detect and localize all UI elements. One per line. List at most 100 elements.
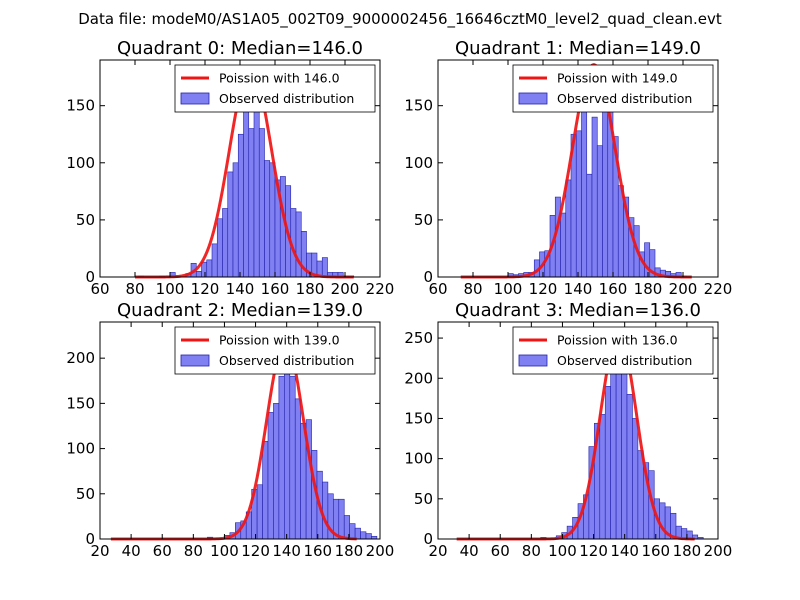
legend-label-observed: Observed distribution xyxy=(557,353,692,368)
x-tick-label: 100 xyxy=(156,280,185,298)
histogram-bar xyxy=(232,162,239,278)
histogram-bar xyxy=(591,116,598,278)
x-tick-label: 180 xyxy=(634,280,663,298)
histogram-bar xyxy=(237,133,244,278)
histogram-bar xyxy=(267,412,274,540)
subplot-title: Quadrant 2: Median=139.0 xyxy=(117,300,363,321)
legend-label-observed: Observed distribution xyxy=(557,91,692,106)
histogram-bar xyxy=(581,99,588,278)
x-tick-label: 100 xyxy=(548,542,577,560)
x-axis: 60 80 100 120 140 160 180 200 220 xyxy=(90,60,394,298)
x-tick-label: 180 xyxy=(673,542,702,560)
axes-frame xyxy=(99,321,381,540)
subplot-title: Quadrant 0: Median=146.0 xyxy=(117,38,363,59)
y-tick-label: 100 xyxy=(66,440,95,458)
legend-label-observed: Observed distribution xyxy=(219,353,354,368)
subplot-title: Quadrant 1: Median=149.0 xyxy=(455,38,701,59)
histogram-bar xyxy=(599,414,606,540)
legend-bar-swatch xyxy=(180,92,210,105)
x-tick-label: 60 xyxy=(491,542,510,560)
histogram-bar xyxy=(604,386,611,540)
x-axis: 20 40 60 80 100 120 140 160 180 200 xyxy=(428,322,732,560)
histogram-bar xyxy=(338,498,345,540)
y-tick-label: 100 xyxy=(404,154,433,172)
x-tick-label: 80 xyxy=(184,542,203,560)
y-tick-label: 0 xyxy=(423,530,433,548)
histogram-bar xyxy=(637,450,644,540)
x-tick-label: 160 xyxy=(261,280,290,298)
histogram-bar xyxy=(248,128,255,278)
x-axis: 60 80 100 120 140 160 180 200 220 xyxy=(428,60,732,298)
x-tick-label: 140 xyxy=(226,280,255,298)
histogram-bar xyxy=(211,243,218,278)
x-tick-label: 200 xyxy=(366,542,395,560)
x-tick-label: 20 xyxy=(428,542,447,560)
histogram-bar xyxy=(222,208,229,278)
legend-label-poisson: Poission with 136.0 xyxy=(557,333,678,348)
legend-bar-swatch xyxy=(518,92,548,105)
x-tick-label: 40 xyxy=(460,542,479,560)
histogram-bar xyxy=(201,261,208,278)
histogram-bar xyxy=(659,502,666,540)
x-tick-label: 80 xyxy=(463,280,482,298)
histogram-bar xyxy=(289,375,296,540)
legend: Poission with 149.0 Observed distribution xyxy=(512,64,714,113)
y-axis: 0 50 100 150 xyxy=(66,97,380,286)
y-tick-label: 0 xyxy=(85,268,95,286)
histogram-bar xyxy=(560,212,567,278)
y-axis: 0 50 100 150 200 xyxy=(66,349,380,548)
x-tick-label: 120 xyxy=(579,542,608,560)
x-tick-label: 40 xyxy=(122,542,141,560)
histogram-bar xyxy=(262,441,269,540)
histogram-bar xyxy=(365,533,372,540)
subplot-quadrant-1: Quadrant 1: Median=149.0 60 80 100 120 140 16… xyxy=(404,38,732,298)
y-tick-label: 200 xyxy=(404,369,433,387)
y-tick-label: 100 xyxy=(66,154,95,172)
x-tick-label: 120 xyxy=(529,280,558,298)
x-tick-label: 200 xyxy=(331,280,360,298)
histogram-bar xyxy=(269,162,276,278)
x-axis: 20 40 60 80 100 120 140 160 180 200 xyxy=(90,322,394,560)
y-tick-label: 150 xyxy=(66,97,95,115)
x-tick-label: 20 xyxy=(90,542,109,560)
histogram-bar xyxy=(295,211,302,278)
x-tick-label: 140 xyxy=(610,542,639,560)
subplot-quadrant-3: Quadrant 3: Median=136.0 20 40 60 80 100 120 1… xyxy=(404,300,732,560)
y-tick-label: 150 xyxy=(404,409,433,427)
x-tick-label: 100 xyxy=(210,542,239,560)
x-tick-label: 120 xyxy=(191,280,220,298)
y-tick-label: 50 xyxy=(414,490,433,508)
x-tick-label: 60 xyxy=(90,280,109,298)
histogram-bar xyxy=(360,531,367,540)
x-tick-label: 180 xyxy=(296,280,325,298)
subplot-quadrant-0: Quadrant 0: Median=146.0 60 80 100 120 140 16… xyxy=(66,38,394,298)
histogram-bar xyxy=(206,259,213,278)
legend-bar-swatch xyxy=(180,354,210,367)
y-tick-label: 100 xyxy=(404,450,433,468)
y-tick-label: 50 xyxy=(414,211,433,229)
histogram-bar xyxy=(258,128,265,278)
x-tick-label: 80 xyxy=(125,280,144,298)
x-tick-label: 180 xyxy=(335,542,364,560)
histogram-bar xyxy=(256,484,263,540)
y-tick-label: 50 xyxy=(76,211,95,229)
histogram-bar xyxy=(354,527,361,540)
histogram-bar xyxy=(621,361,628,540)
histogram-bar xyxy=(610,357,617,540)
x-tick-label: 160 xyxy=(303,542,332,560)
histogram-bar xyxy=(644,242,651,278)
legend: Poission with 139.0 Observed distribution xyxy=(174,326,376,375)
histogram-bar xyxy=(586,173,593,278)
x-tick-label: 140 xyxy=(564,280,593,298)
histogram-bar xyxy=(349,523,356,540)
x-tick-label: 200 xyxy=(704,542,733,560)
y-tick-label: 0 xyxy=(423,268,433,286)
x-tick-label: 220 xyxy=(366,280,395,298)
legend: Poission with 136.0 Observed distribution xyxy=(512,326,714,375)
y-axis: 0 50 100 150 200 250 xyxy=(404,329,718,548)
y-tick-label: 200 xyxy=(66,349,95,367)
y-tick-label: 250 xyxy=(404,329,433,347)
histogram-bar xyxy=(565,179,572,278)
legend-label-poisson: Poission with 139.0 xyxy=(219,333,340,348)
axes-frame xyxy=(437,321,719,540)
